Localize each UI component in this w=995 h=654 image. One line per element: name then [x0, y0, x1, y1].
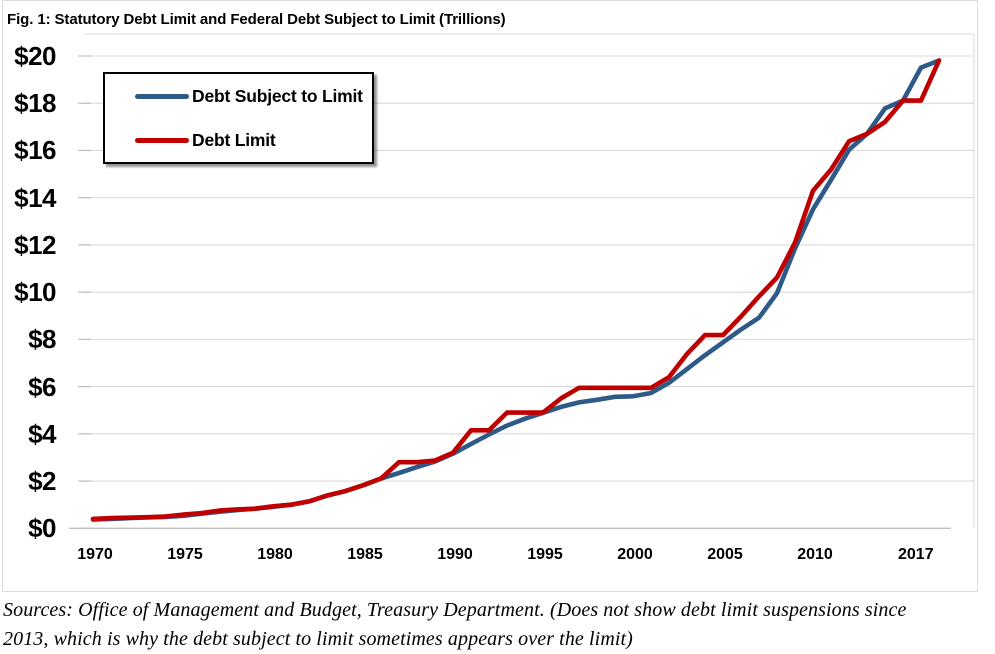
legend-item-debt-subject-to-limit: Debt Subject to Limit [135, 74, 372, 118]
y-tick-label: $10 [14, 277, 56, 308]
legend-label-debt-subject-to-limit: Debt Subject to Limit [192, 85, 363, 106]
legend: Debt Subject to Limit Debt Limit [103, 72, 374, 164]
x-tick-label: 1975 [167, 546, 203, 563]
legend-line-sample-debt-limit [135, 137, 189, 143]
series-line-debt-limit [90, 58, 942, 522]
y-tick-label: $4 [28, 418, 56, 449]
x-tick-label: 1985 [347, 546, 383, 563]
y-tick-label: $6 [28, 371, 56, 402]
legend-label-debt-limit: Debt Limit [192, 129, 276, 150]
y-tick-label: $12 [14, 229, 56, 260]
source-note-line-2: 2013, which is why the debt subject to l… [3, 627, 633, 650]
x-tick-label: 1970 [77, 546, 113, 563]
y-tick-label: $16 [14, 135, 56, 166]
y-tick-label: $14 [14, 182, 56, 213]
x-tick-label: 1980 [257, 546, 293, 563]
x-tick-label: 1995 [527, 546, 563, 563]
legend-line-sample-debt-subject-to-limit [135, 93, 189, 99]
chart-title: Fig. 1: Statutory Debt Limit and Federal… [7, 11, 506, 28]
x-tick-label: 1990 [437, 546, 473, 563]
y-tick-label: $0 [28, 513, 56, 544]
source-note-line-1: Sources: Office of Management and Budget… [3, 599, 907, 621]
y-tick-label: $18 [14, 88, 56, 119]
y-tick-label: $2 [28, 466, 56, 497]
source-note: Sources: Office of Management and Budget… [3, 596, 993, 653]
x-tick-label: 2005 [707, 546, 743, 563]
chart-figure: Fig. 1: Statutory Debt Limit and Federal… [2, 0, 978, 592]
x-tick-label: 2000 [617, 546, 653, 563]
y-tick-label: $8 [28, 324, 56, 355]
plot-area [69, 33, 975, 529]
x-tick-label: 2010 [797, 546, 833, 563]
y-tick-label: $20 [14, 41, 56, 71]
x-tick-label: 2017 [898, 546, 934, 563]
legend-item-debt-limit: Debt Limit [135, 118, 372, 162]
